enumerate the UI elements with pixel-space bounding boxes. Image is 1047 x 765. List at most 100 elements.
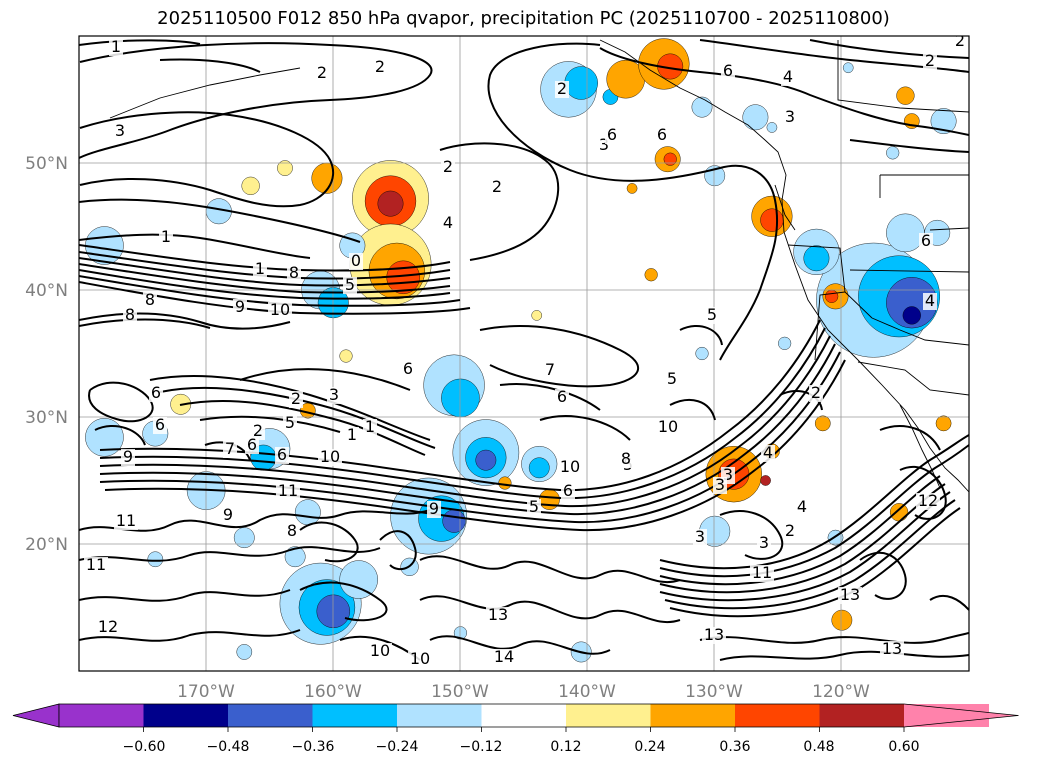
contour-label: 13 — [704, 625, 724, 644]
precipitation-cell — [760, 208, 784, 232]
contour-label-background — [880, 641, 904, 658]
colorbar-extend-min — [12, 703, 60, 728]
precipitation-cell — [695, 346, 709, 361]
contour-label: 2 — [811, 383, 821, 402]
precipitation-cell — [233, 527, 255, 549]
precipitation-cell — [886, 213, 925, 253]
contour-label: 5 — [667, 369, 677, 388]
contour-label: 4 — [763, 443, 773, 462]
contour-label-background — [283, 415, 297, 432]
contour-label: 13 — [488, 605, 508, 624]
map-title: 2025110500 F012 850 hPa qvapor, precipit… — [157, 8, 890, 29]
colorbar-tick-label: −0.48 — [207, 739, 250, 755]
contour-label-background — [96, 619, 120, 636]
contour-label-background — [619, 451, 633, 468]
contour-label: 13 — [882, 639, 902, 658]
contour-label: 6 — [723, 61, 733, 80]
contour-label-background — [401, 361, 415, 378]
contour-label: 10 — [410, 649, 430, 668]
contour-label: 10 — [560, 457, 580, 476]
lon-label-170w: 170°W — [177, 682, 235, 702]
colorbar-segment — [143, 704, 229, 727]
contour-label: 9 — [429, 499, 439, 518]
contour-label: 6 — [921, 231, 931, 250]
colorbar-ticks: −0.60 −0.48 −0.36 −0.24 −0.12 0.12 0.24 … — [123, 739, 920, 755]
contour-label-background — [343, 277, 357, 294]
contour-label-background — [251, 423, 265, 440]
contour-label: 6 — [151, 383, 161, 402]
contour-label: 7 — [225, 439, 235, 458]
precipitation-cell — [842, 62, 854, 74]
contour-label: 11 — [752, 563, 772, 582]
contour-label-background — [114, 513, 138, 530]
contour-label-background — [441, 215, 455, 232]
contour-label: 3 — [759, 533, 769, 552]
precipitation-cell — [742, 104, 769, 131]
contour-label: 1 — [347, 425, 357, 444]
contour-label: 4 — [925, 291, 935, 310]
contour-label: 12 — [918, 491, 938, 510]
contour-label-background — [561, 483, 575, 500]
colorbar-tick-label: 0.60 — [888, 739, 919, 755]
contour-label: 8 — [621, 449, 631, 468]
contour-label-background — [285, 523, 299, 540]
latitude-axis: 50°N 40°N 30°N 20°N — [25, 154, 68, 555]
contour-label-background — [223, 441, 237, 458]
contour-label: 14 — [494, 647, 514, 666]
contour-label: 2 — [785, 521, 795, 540]
precipitation-cell — [236, 644, 253, 660]
contour-label: 10 — [658, 417, 678, 436]
contour-label: 3 — [695, 527, 705, 546]
contour-label-background — [153, 417, 167, 434]
contour-label: 2 — [291, 389, 301, 408]
contour-label-background — [923, 293, 937, 310]
precipitation-cell — [825, 289, 839, 303]
contour-label-background — [492, 649, 516, 666]
contour-label: 9 — [223, 505, 233, 524]
contour-label-background — [121, 449, 135, 466]
contour-label-background — [441, 159, 455, 176]
colorbar-segment — [566, 704, 651, 727]
precipitation-cell — [778, 336, 792, 350]
colorbar-tick-label: 0.12 — [550, 739, 581, 755]
precipitation-cell — [377, 190, 404, 217]
contour-label: 8 — [289, 263, 299, 282]
contour-label-background — [656, 419, 680, 436]
contour-label-background — [838, 587, 862, 604]
contour-label-background — [233, 299, 247, 316]
precipitation-cell — [644, 268, 658, 282]
contour-label: 3 — [715, 475, 725, 494]
contour-label: 3 — [329, 385, 339, 404]
contour-label: 5 — [345, 275, 355, 294]
contour-label-background — [327, 387, 341, 404]
contour-label: 3 — [115, 121, 125, 140]
contour-label: 10 — [320, 447, 340, 466]
contour-label: 2 — [375, 57, 385, 76]
contour-label: 2 — [317, 63, 327, 82]
contour-label-background — [809, 385, 823, 402]
colorbar-outline — [58, 703, 1019, 728]
precipitation-cell — [803, 245, 830, 272]
contour-label-background — [315, 65, 329, 82]
contour-label: 1 — [255, 259, 265, 278]
precipitation-cell — [691, 96, 713, 118]
colorbar-segment — [397, 704, 482, 727]
precipitation-cell — [531, 310, 543, 321]
colorbar-tick-label: −0.36 — [292, 739, 335, 755]
precipitation-cell — [889, 503, 909, 522]
contour-label-background — [761, 445, 775, 462]
contour-label: 1 — [111, 37, 121, 56]
colorbar-tick-label: −0.12 — [460, 739, 503, 755]
contour-label-background — [275, 447, 289, 464]
colorbar-tick-label: 0.48 — [803, 739, 834, 755]
contour-label-background — [665, 371, 679, 388]
contour-label: 3 — [723, 465, 733, 484]
precipitation-cell — [896, 86, 915, 105]
contour-label: 3 — [599, 135, 609, 154]
contour-label: 6 — [247, 435, 257, 454]
contour-label: 2 — [443, 157, 453, 176]
precipitation-cell — [760, 475, 771, 486]
contour-label: 6 — [607, 125, 617, 144]
contour-label: 5 — [285, 413, 295, 432]
lon-label-160w: 160°W — [304, 682, 362, 702]
